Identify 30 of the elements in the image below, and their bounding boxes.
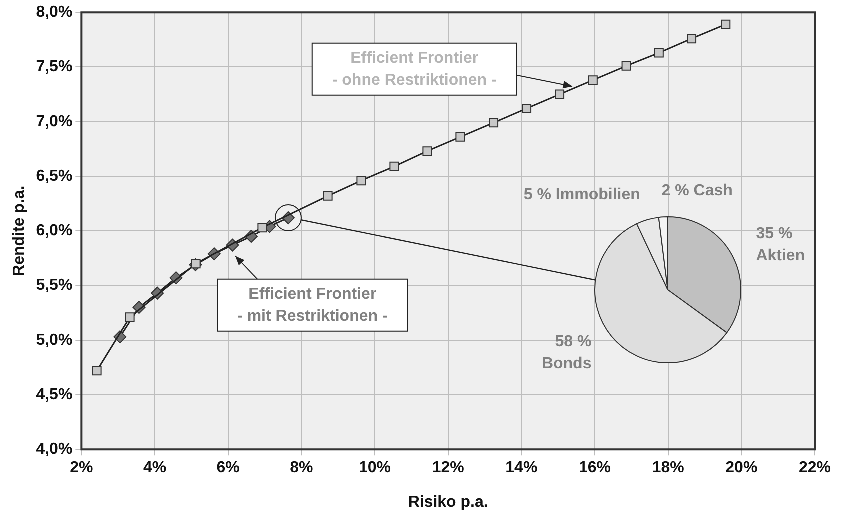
x-tick-label: 12% <box>432 460 464 477</box>
x-tick-label: 8% <box>290 460 314 477</box>
x-tick-label: 14% <box>506 460 538 477</box>
x-tick-label: 4% <box>143 460 167 477</box>
y-axis-title: Rendite p.a. <box>11 186 28 276</box>
y-tick-label: 8,0% <box>36 4 73 22</box>
x-tick-label: 18% <box>652 460 684 477</box>
slice-label: Bonds <box>542 356 592 373</box>
x-tick-label: 22% <box>798 460 832 477</box>
y-tick-label: 5,0% <box>36 332 73 349</box>
data-label: 58 % <box>555 334 592 351</box>
x-tick-label: 2% <box>70 460 94 477</box>
data-label: 35 % <box>756 225 793 242</box>
y-tick-label: 6,0% <box>36 222 73 240</box>
series-label: Efficient Frontier - ohne Restriktionen - <box>332 50 497 89</box>
slice-label: 5 % Immobilien <box>524 186 640 204</box>
x-tick-label: 10% <box>358 460 392 477</box>
x-axis-title: Risiko p.a. <box>408 494 488 511</box>
y-tick-label: 5,5% <box>36 277 73 294</box>
y-tick-label: 4,0% <box>36 441 73 458</box>
x-tick-label: 16% <box>578 460 612 477</box>
slice-label: Aktien <box>756 247 806 264</box>
y-tick-label: 7,0% <box>36 113 73 130</box>
x-tick-label: 20% <box>726 460 758 477</box>
slice-label: 2 % Cash <box>662 182 733 200</box>
legend-label: Efficient Frontier - mit Restriktionen - <box>238 286 388 325</box>
x-tick-label: 6% <box>216 460 240 477</box>
y-tick-label: 7,5% <box>36 58 73 76</box>
y-tick-label: 6,5% <box>36 168 73 185</box>
y-tick-label: 4,5% <box>36 386 73 404</box>
